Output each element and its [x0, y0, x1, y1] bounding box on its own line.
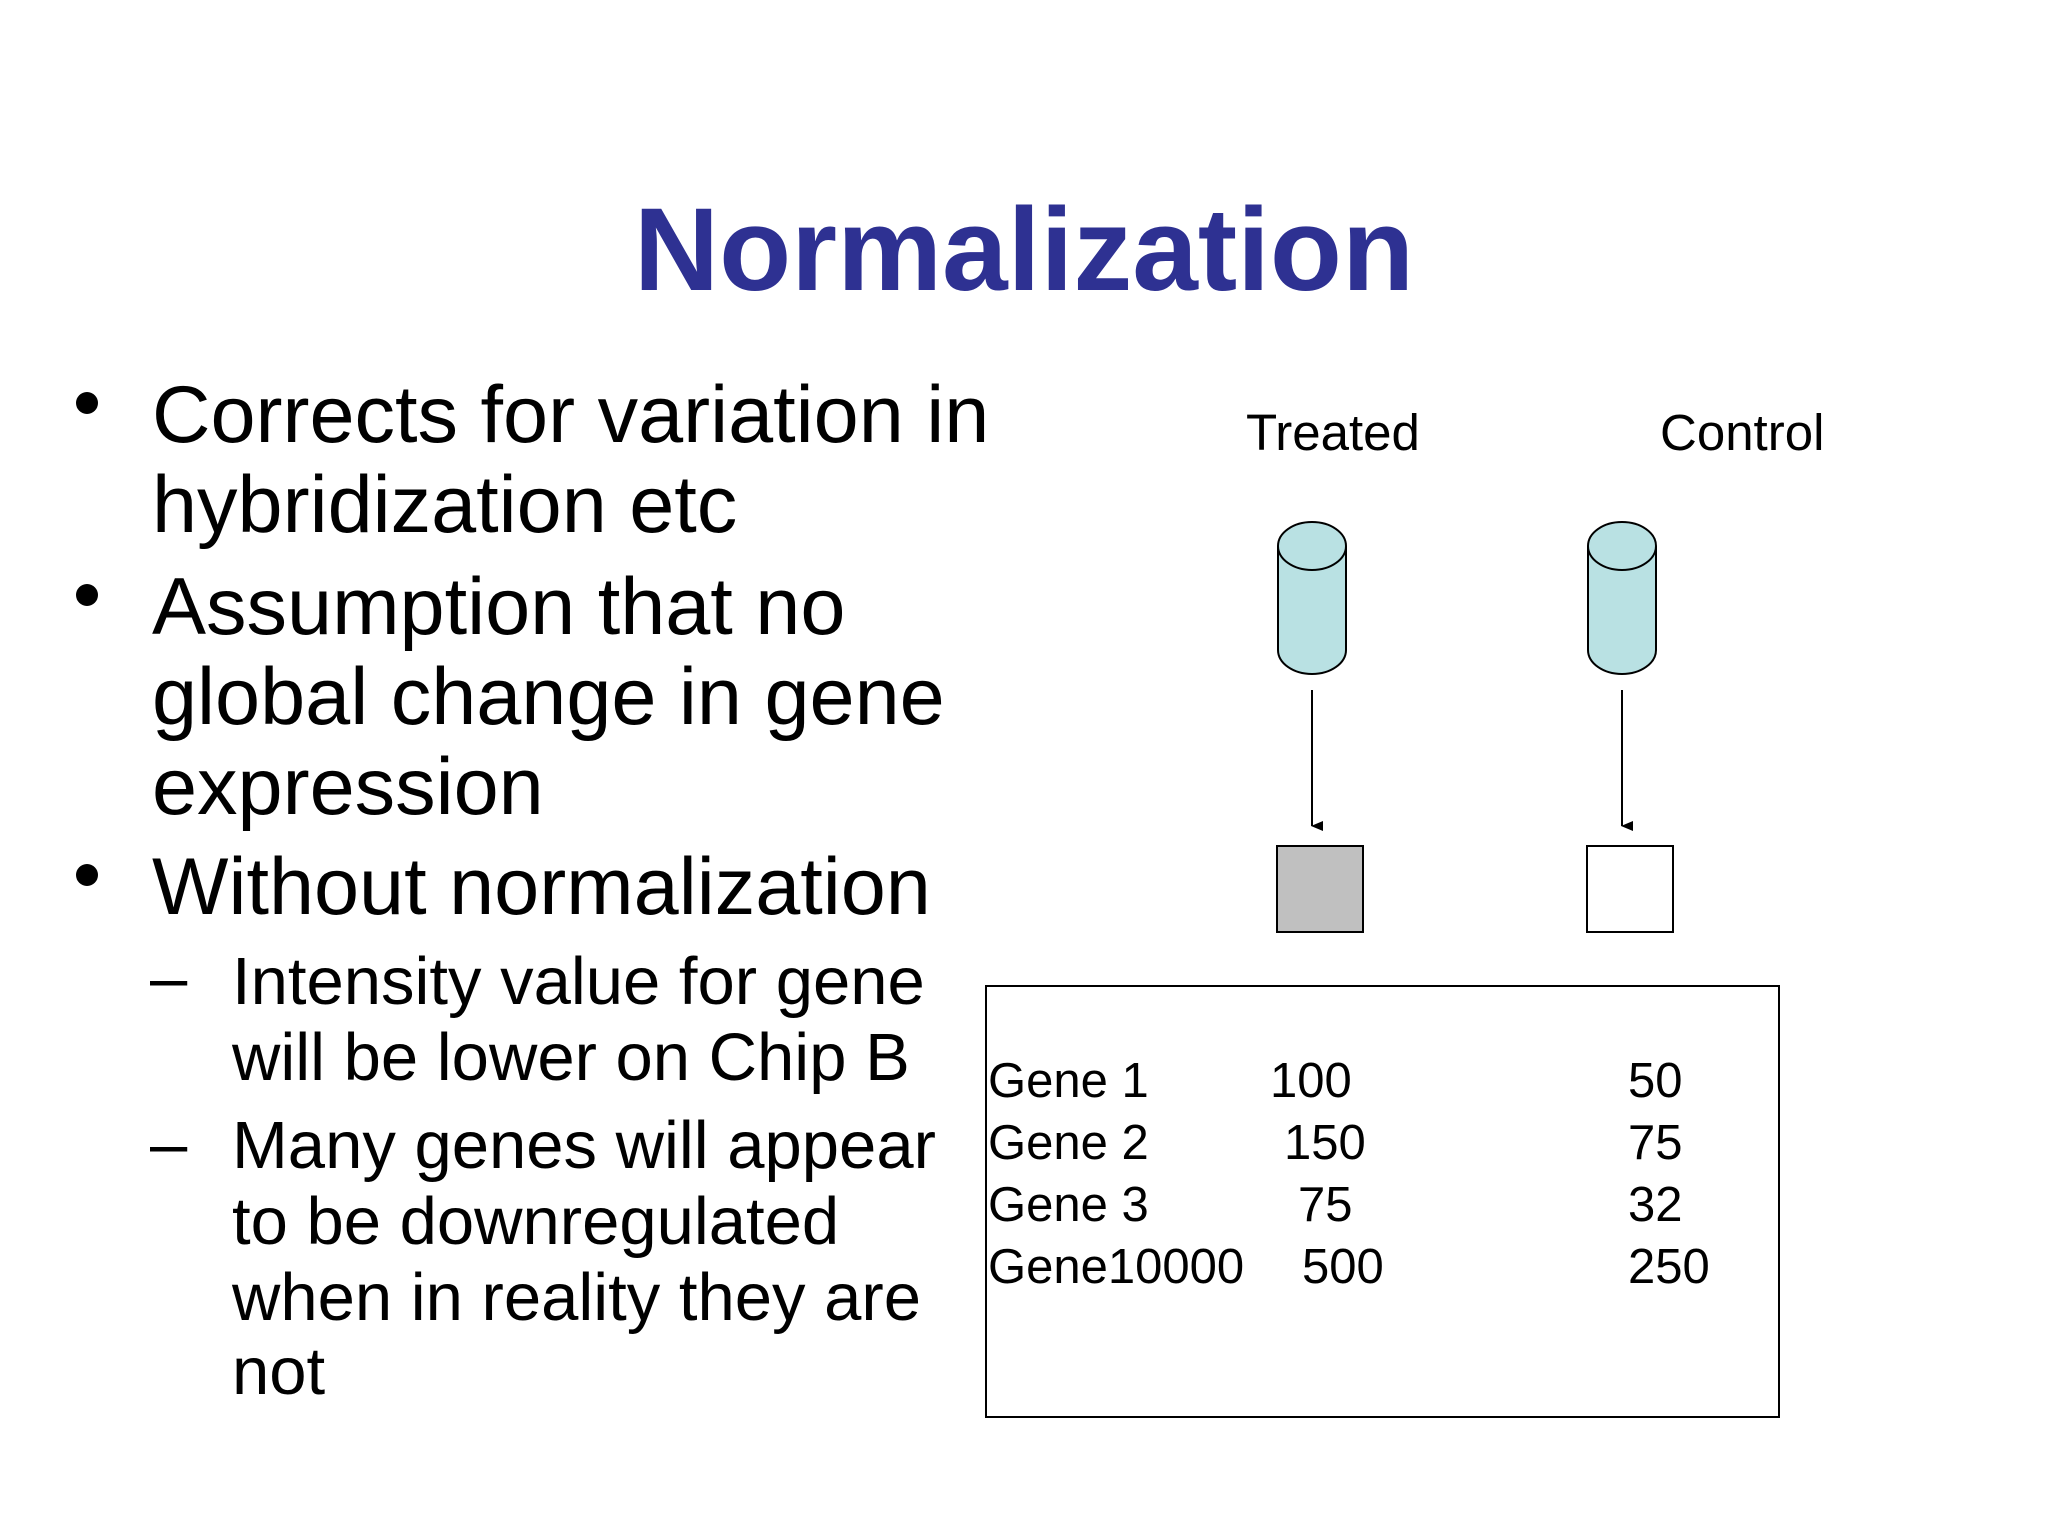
table-cell-gene: Gene 1	[988, 1054, 1149, 1108]
table-cell-treated: 150	[1284, 1116, 1366, 1170]
control-tube-icon	[1587, 521, 1657, 675]
control-label: Control	[1660, 404, 1825, 461]
bullet-2-line-3: expression	[152, 742, 544, 832]
bullet-dot	[76, 584, 98, 606]
data-table-box	[985, 985, 1780, 1418]
slide-title: Normalization	[633, 184, 1415, 316]
sub-bullet-2-line-3: when in reality they are	[232, 1260, 921, 1335]
sub-bullet-2-line-4: not	[232, 1334, 326, 1409]
sub-bullet-2-line-1: Many genes will appear	[232, 1108, 936, 1183]
table-cell-control: 50	[1628, 1054, 1683, 1108]
bullet-1-line-1: Corrects for variation in	[152, 370, 990, 460]
bullet-1-line-2: hybridization etc	[152, 460, 738, 550]
sub-bullet-2-line-2: to be downregulated	[232, 1184, 840, 1259]
table-cell-treated: 500	[1302, 1240, 1384, 1294]
sub-bullet-1-line-1: Intensity value for gene	[232, 944, 925, 1019]
treated-chip	[1276, 845, 1364, 933]
treated-tube-icon	[1277, 521, 1347, 675]
sub-bullet-dash: –	[150, 1106, 188, 1181]
control-chip	[1586, 845, 1674, 933]
table-cell-control: 250	[1628, 1240, 1710, 1294]
table-cell-treated: 100	[1270, 1054, 1352, 1108]
table-cell-treated: 75	[1298, 1178, 1353, 1232]
sub-bullet-dash: –	[150, 940, 188, 1015]
bullet-dot	[76, 864, 98, 886]
table-cell-gene: Gene10000	[988, 1240, 1245, 1294]
table-cell-control: 32	[1628, 1178, 1683, 1232]
table-cell-gene: Gene 2	[988, 1116, 1149, 1170]
table-cell-gene: Gene 3	[988, 1178, 1149, 1232]
bullet-3-line-1: Without normalization	[152, 842, 931, 932]
sub-bullet-1-line-2: will be lower on Chip B	[232, 1020, 910, 1095]
table-cell-control: 75	[1628, 1116, 1683, 1170]
bullet-2-line-1: Assumption that no	[152, 562, 846, 652]
treated-label: Treated	[1246, 404, 1420, 461]
bullet-2-line-2: global change in gene	[152, 652, 945, 742]
bullet-dot	[76, 392, 98, 414]
